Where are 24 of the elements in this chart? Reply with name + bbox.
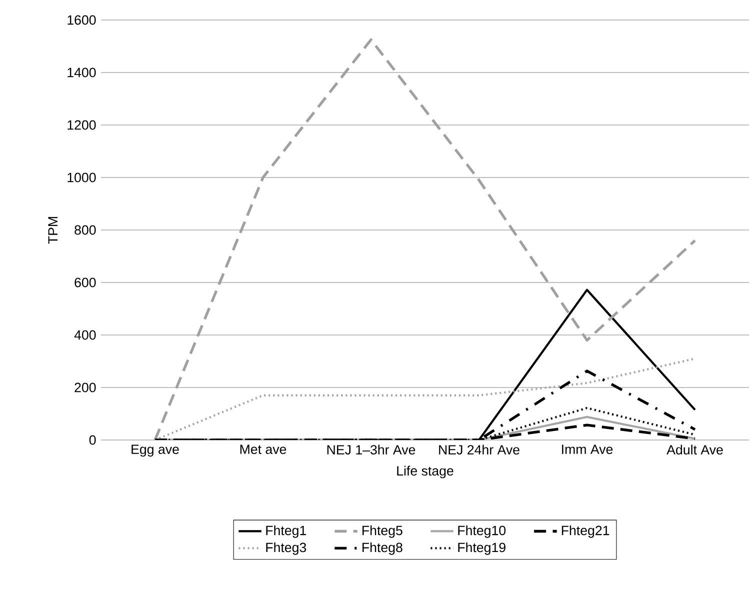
legend-label: Fhteg5 xyxy=(362,525,402,538)
legend-label: Fhteg8 xyxy=(362,542,402,555)
y-tick-label: 200 xyxy=(74,382,96,392)
x-axis-title: Life stage xyxy=(397,466,454,478)
y-tick-label: 400 xyxy=(74,330,96,340)
x-tick-label: NEJ 24hr Ave xyxy=(439,444,520,454)
y-tick-label: 600 xyxy=(74,278,96,288)
legend-label: Fhteg21 xyxy=(562,525,610,538)
y-tick-label: 800 xyxy=(74,225,96,235)
legend-label: Fhteg10 xyxy=(458,525,506,538)
legend-label: Fhteg1 xyxy=(266,525,306,538)
x-tick-label: Adult Ave xyxy=(666,444,723,454)
x-tick-label: Imm Ave xyxy=(562,444,613,454)
y-tick-label: 1000 xyxy=(68,172,96,182)
y-tick-label: 0 xyxy=(89,435,96,445)
y-tick-label: 1400 xyxy=(68,68,96,78)
legend-label: Fhteg19 xyxy=(458,542,506,555)
y-axis-title: TPM xyxy=(48,217,58,244)
y-tick-label: 1200 xyxy=(68,120,96,130)
x-tick-label: Egg ave xyxy=(132,444,179,457)
x-tick-label: Met ave xyxy=(240,444,286,454)
x-tick-label: NEJ 1–3hr Ave xyxy=(327,444,416,454)
y-tick-label: 1600 xyxy=(68,15,96,25)
legend-label: Fhteg3 xyxy=(266,542,306,555)
